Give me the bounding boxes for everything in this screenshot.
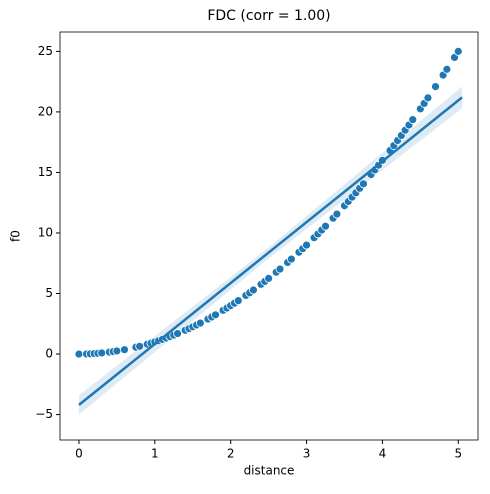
point	[321, 221, 330, 231]
point	[275, 264, 285, 274]
point	[195, 318, 205, 328]
x-tick-label: 1	[151, 447, 159, 461]
y-tick-label: 5	[45, 286, 53, 300]
y-tick-label: 0	[45, 347, 53, 361]
point	[233, 296, 243, 306]
point	[249, 285, 258, 295]
y-tick-label: −5	[35, 407, 53, 421]
y-tick-label: 25	[38, 44, 53, 58]
chart-title: FDC (corr = 1.00)	[207, 8, 330, 24]
point	[359, 179, 368, 189]
point	[332, 209, 342, 219]
point	[408, 115, 418, 125]
x-tick-label: 4	[379, 447, 387, 461]
point	[74, 349, 84, 359]
x-tick-label: 2	[227, 447, 235, 461]
y-tick-label: 10	[38, 225, 53, 239]
point	[173, 329, 182, 338]
point	[97, 348, 107, 358]
y-tick-label: 20	[38, 104, 53, 118]
plot-frame	[59, 31, 479, 441]
point	[112, 346, 122, 356]
point	[423, 93, 433, 103]
point	[135, 341, 145, 351]
x-tick-label: 5	[454, 447, 462, 461]
point	[442, 64, 452, 74]
point	[453, 46, 463, 56]
point	[120, 345, 129, 355]
point	[211, 310, 220, 320]
point	[302, 240, 311, 250]
point	[286, 254, 296, 264]
point	[431, 82, 440, 92]
y-axis-label: f0	[9, 230, 23, 242]
point	[264, 273, 274, 283]
x-axis-label: distance	[244, 464, 295, 478]
y-tick-label: 15	[38, 165, 53, 179]
x-tick-label: 0	[75, 447, 83, 461]
regression-line	[78, 96, 463, 406]
x-tick-label: 3	[303, 447, 311, 461]
